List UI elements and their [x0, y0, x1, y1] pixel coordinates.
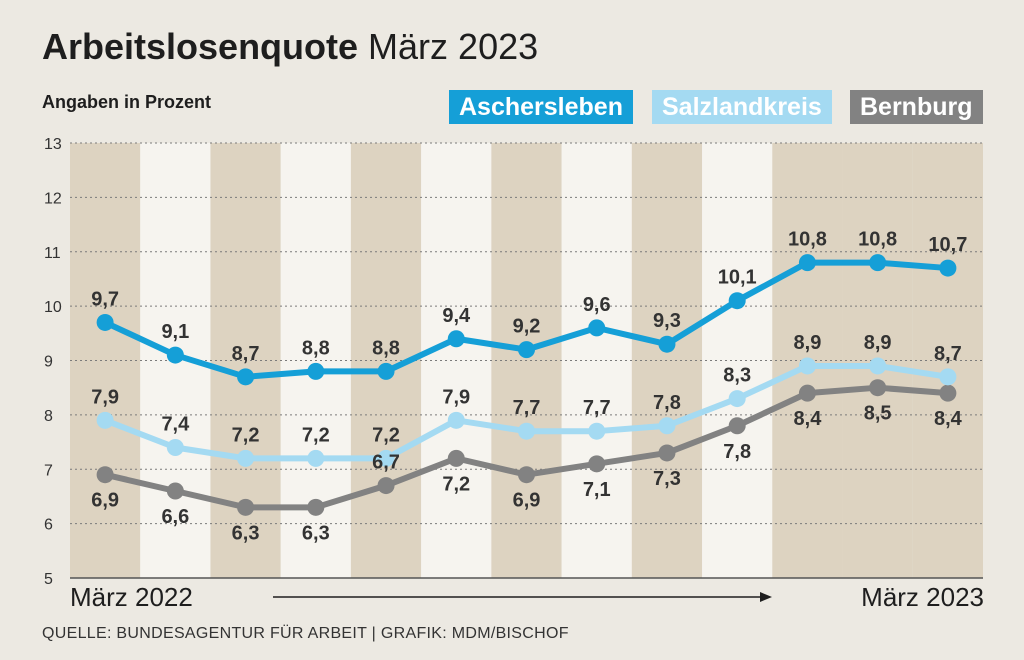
- data-point: [447, 411, 465, 429]
- data-point: [518, 341, 535, 359]
- data-point: [237, 449, 255, 467]
- data-label: 7,8: [653, 392, 681, 414]
- legend-bernburg: Bernburg: [850, 90, 983, 124]
- data-label: 6,3: [232, 522, 260, 544]
- x-axis-end-label: März 2023: [861, 582, 984, 612]
- data-point: [96, 313, 114, 331]
- data-label: 6,7: [372, 452, 400, 474]
- chart-subtitle: Angaben in Prozent: [42, 92, 212, 112]
- y-tick-label: 12: [44, 190, 62, 207]
- y-tick-label: 8: [44, 408, 53, 425]
- y-tick-label: 11: [44, 245, 61, 262]
- data-point: [728, 417, 746, 435]
- data-point: [798, 384, 816, 402]
- data-point: [869, 357, 887, 375]
- data-label: 6,9: [513, 490, 541, 512]
- data-point: [166, 439, 184, 456]
- data-point: [96, 411, 114, 429]
- data-label: 7,9: [91, 386, 119, 408]
- data-label: 8,9: [864, 332, 892, 354]
- data-label: 7,2: [372, 424, 400, 446]
- chart-title: Arbeitslosenquote März 2023: [42, 26, 538, 68]
- data-label: 9,4: [442, 305, 471, 327]
- data-label: 7,2: [442, 473, 470, 495]
- data-point: [377, 477, 395, 495]
- data-label: 7,3: [653, 468, 681, 490]
- data-point: [658, 444, 676, 462]
- data-point: [518, 466, 535, 484]
- data-label: 9,6: [583, 294, 611, 316]
- chart-title-main: Arbeitslosenquote: [42, 26, 359, 67]
- data-point: [869, 254, 887, 272]
- data-label: 8,8: [302, 337, 330, 359]
- data-point: [588, 455, 606, 473]
- data-label: 7,7: [583, 397, 611, 419]
- data-point: [166, 346, 184, 364]
- data-point: [798, 254, 816, 272]
- data-label: 7,8: [723, 441, 751, 463]
- data-label: 7,4: [161, 414, 190, 436]
- data-label: 7,2: [302, 424, 330, 446]
- data-point: [658, 417, 676, 435]
- y-tick-label: 7: [44, 462, 53, 479]
- data-point: [939, 384, 957, 402]
- data-label: 10,1: [718, 267, 757, 289]
- data-point: [728, 390, 746, 408]
- legend-aschersleben: Aschersleben: [449, 90, 633, 124]
- data-point: [447, 449, 465, 467]
- data-label: 10,8: [858, 229, 897, 251]
- data-point: [798, 357, 816, 375]
- data-label: 7,7: [513, 397, 541, 419]
- chart-title-date: März 2023: [358, 26, 539, 67]
- data-label: 7,1: [583, 479, 611, 501]
- data-point: [307, 498, 325, 516]
- data-label: 7,2: [232, 424, 260, 446]
- data-label: 6,3: [302, 522, 330, 544]
- data-label: 8,7: [232, 343, 260, 365]
- data-label: 8,4: [934, 408, 963, 430]
- data-point: [307, 362, 325, 380]
- data-label: 9,1: [161, 321, 189, 343]
- data-label: 8,8: [372, 337, 400, 359]
- data-label: 9,7: [91, 288, 119, 310]
- data-point: [447, 330, 465, 348]
- data-label: 8,7: [934, 343, 962, 365]
- data-point: [939, 368, 957, 386]
- y-tick-label: 13: [44, 136, 62, 153]
- data-point: [377, 449, 395, 467]
- data-label: 9,3: [653, 310, 681, 332]
- y-tick-label: 10: [44, 299, 62, 316]
- data-point: [377, 362, 395, 380]
- timeline-arrow-head: [760, 592, 772, 602]
- source-note: QUELLE: BUNDESAGENTUR FÜR ARBEIT | GRAFI…: [42, 625, 569, 642]
- data-point: [307, 449, 325, 467]
- data-point: [588, 319, 606, 337]
- y-tick-label: 9: [44, 354, 53, 371]
- legend-salzlandkreis: Salzlandkreis: [652, 90, 832, 124]
- data-label: 8,4: [794, 408, 823, 430]
- data-label: 7,9: [442, 386, 470, 408]
- data-point: [728, 292, 746, 310]
- data-label: 6,9: [91, 490, 119, 512]
- x-axis-start-label: März 2022: [70, 582, 193, 612]
- data-point: [96, 466, 114, 484]
- data-point: [658, 335, 676, 353]
- y-tick-label: 6: [44, 517, 53, 534]
- data-point: [869, 379, 887, 397]
- data-point: [237, 498, 255, 516]
- data-point: [518, 422, 535, 440]
- data-label: 8,9: [794, 332, 822, 354]
- data-label: 6,6: [161, 506, 189, 528]
- data-label: 10,7: [928, 234, 967, 256]
- y-tick-label: 5: [44, 571, 53, 588]
- data-point: [588, 422, 606, 440]
- data-label: 10,8: [788, 229, 827, 251]
- data-point: [237, 368, 255, 386]
- data-point: [939, 259, 957, 277]
- data-label: 9,2: [513, 316, 541, 338]
- data-label: 8,5: [864, 403, 892, 425]
- data-point: [166, 482, 184, 500]
- data-label: 8,3: [723, 365, 751, 387]
